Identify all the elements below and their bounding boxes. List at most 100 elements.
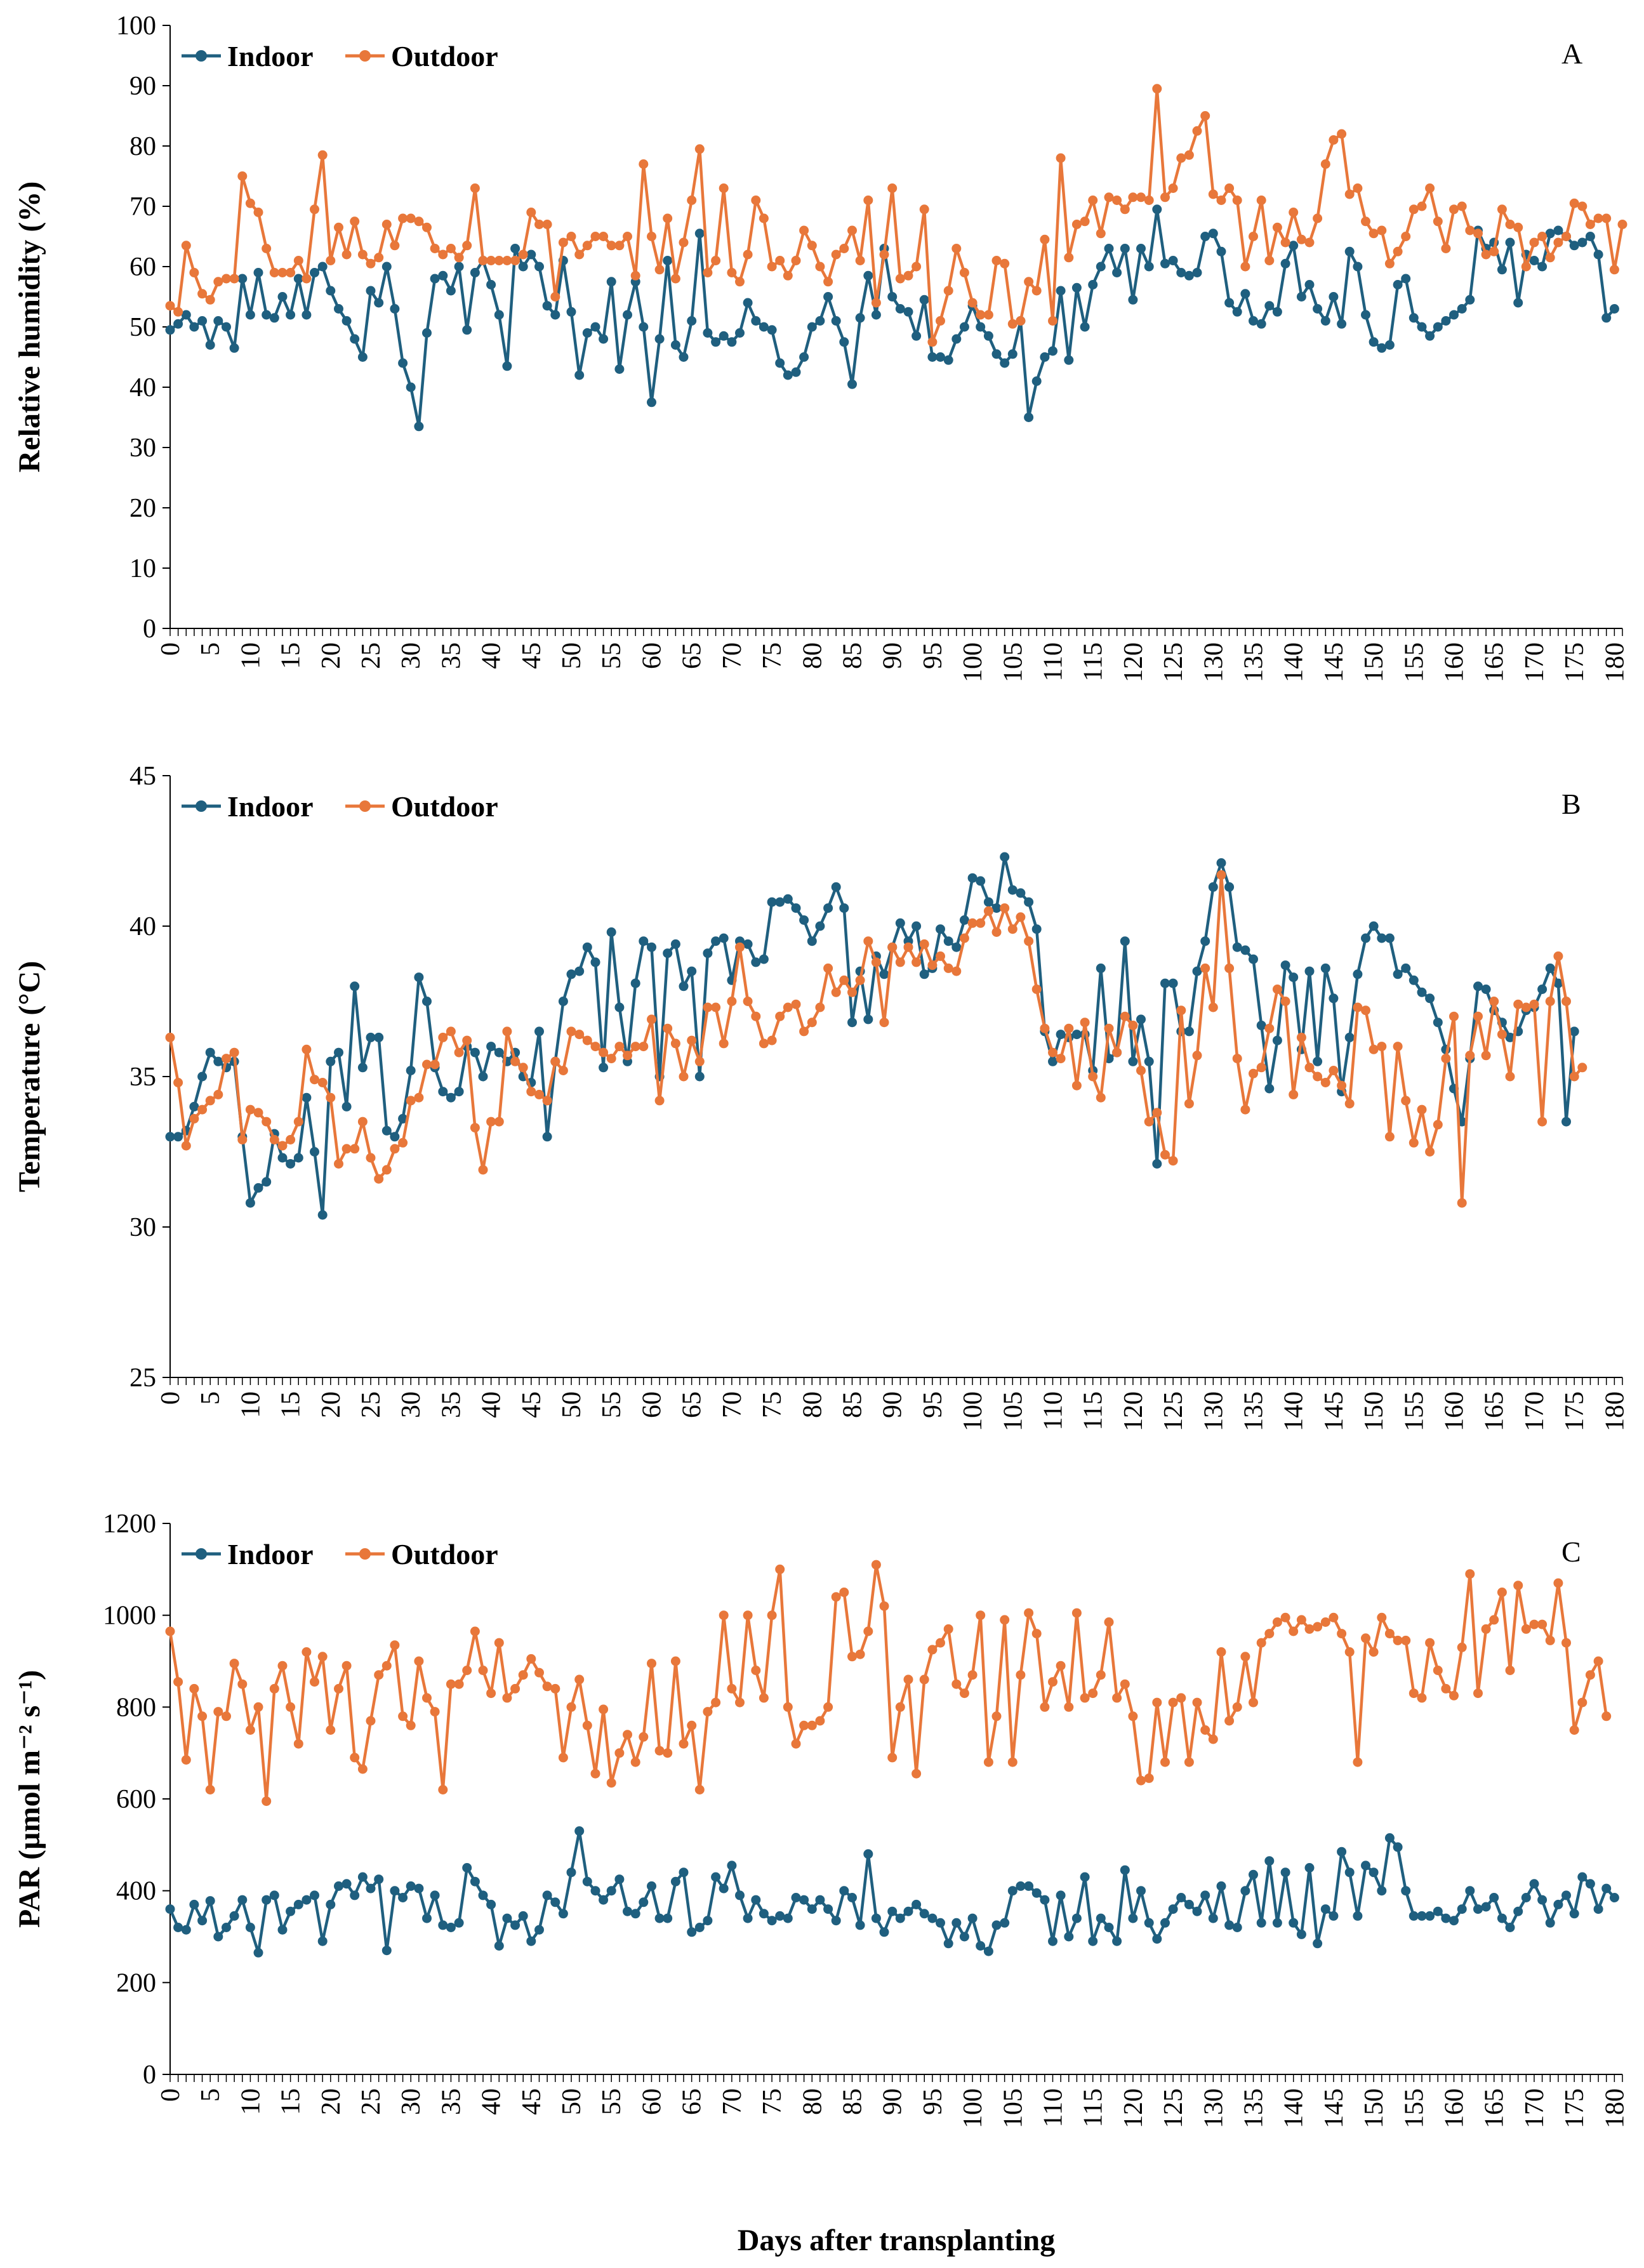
data-point <box>310 268 319 277</box>
data-point <box>558 1909 568 1919</box>
data-point <box>1369 1647 1379 1657</box>
data-point <box>277 1661 288 1671</box>
data-point <box>1545 963 1555 973</box>
data-point <box>1071 220 1082 229</box>
data-point <box>310 1890 319 1900</box>
data-point <box>590 957 600 967</box>
data-point <box>919 969 929 979</box>
data-point <box>222 322 231 332</box>
data-point <box>614 241 625 251</box>
data-point <box>502 1026 512 1037</box>
data-point <box>1176 268 1186 277</box>
data-point <box>983 897 993 907</box>
data-point <box>623 1051 632 1061</box>
data-point <box>1031 286 1042 296</box>
x-tick-label: 25 <box>357 2088 386 2115</box>
data-point <box>895 1913 905 1923</box>
data-point <box>807 1720 817 1730</box>
data-point <box>1361 310 1370 320</box>
data-point <box>1433 1906 1443 1916</box>
data-point <box>366 1032 376 1042</box>
series-line <box>169 208 1616 428</box>
data-point <box>1264 1084 1275 1094</box>
data-point <box>277 1925 288 1935</box>
data-point <box>293 1899 303 1909</box>
data-point <box>286 1702 296 1712</box>
data-point <box>639 322 649 332</box>
data-point <box>711 1697 721 1708</box>
data-point <box>1048 316 1057 326</box>
data-point <box>831 1916 841 1926</box>
data-point <box>1160 1150 1170 1160</box>
data-point <box>959 268 969 277</box>
data-point <box>213 1089 223 1099</box>
data-point <box>494 1638 504 1648</box>
data-point <box>1168 256 1178 265</box>
data-point <box>406 1720 416 1730</box>
data-point <box>1249 316 1258 326</box>
data-point <box>599 1063 609 1073</box>
data-point <box>751 316 761 326</box>
data-point <box>1200 936 1210 946</box>
data-point <box>599 1047 609 1058</box>
data-point <box>237 1895 248 1905</box>
y-tick-label: 20 <box>129 494 156 523</box>
data-point <box>1449 1690 1459 1701</box>
x-tick-label: 15 <box>277 642 306 669</box>
data-point <box>1080 1018 1090 1028</box>
data-point <box>976 876 986 886</box>
data-point <box>1409 313 1419 323</box>
data-point <box>213 277 223 287</box>
data-point <box>1224 1716 1235 1726</box>
y-tick-label: 10 <box>129 554 156 583</box>
data-point <box>518 1670 528 1680</box>
data-point <box>286 310 296 320</box>
data-point <box>1377 343 1387 353</box>
data-point <box>470 1626 480 1636</box>
data-point <box>1232 942 1242 952</box>
data-point <box>1152 84 1162 94</box>
data-point <box>277 268 288 277</box>
data-point <box>1425 1911 1435 1921</box>
data-point <box>1184 270 1194 281</box>
x-tick-label: 175 <box>1560 2088 1589 2128</box>
x-tick-label: 70 <box>718 2088 747 2115</box>
data-point <box>165 301 175 311</box>
data-point <box>1000 1918 1010 1928</box>
data-point <box>799 915 809 925</box>
data-point <box>1000 1615 1010 1625</box>
data-point <box>879 1927 889 1937</box>
x-tick-label: 125 <box>1159 1391 1188 1431</box>
data-point <box>1144 1918 1154 1928</box>
data-point <box>694 229 705 239</box>
data-point <box>542 1890 552 1900</box>
data-point <box>302 1895 312 1905</box>
data-point <box>1088 280 1098 289</box>
data-point <box>1473 1688 1483 1699</box>
data-point <box>719 1038 729 1049</box>
data-point <box>1104 244 1114 253</box>
data-point <box>558 1066 568 1075</box>
data-point <box>317 1210 328 1220</box>
data-point <box>550 292 560 302</box>
data-point <box>446 1679 456 1689</box>
data-point <box>887 1753 898 1763</box>
data-point <box>1601 313 1612 323</box>
data-point <box>1168 183 1178 193</box>
data-point <box>237 1679 248 1689</box>
data-point <box>189 1899 199 1909</box>
data-point <box>173 1078 183 1087</box>
data-point <box>1449 1011 1459 1021</box>
data-point <box>1344 246 1355 256</box>
data-point <box>799 1720 809 1730</box>
data-point <box>1609 1893 1619 1902</box>
data-point <box>735 328 745 338</box>
data-point <box>1048 1936 1057 1946</box>
data-point <box>951 1679 962 1689</box>
data-point <box>1441 1913 1451 1923</box>
data-point <box>1593 213 1603 223</box>
data-point <box>991 349 1002 359</box>
data-point <box>599 334 609 344</box>
y-tick-label: 90 <box>129 72 156 101</box>
